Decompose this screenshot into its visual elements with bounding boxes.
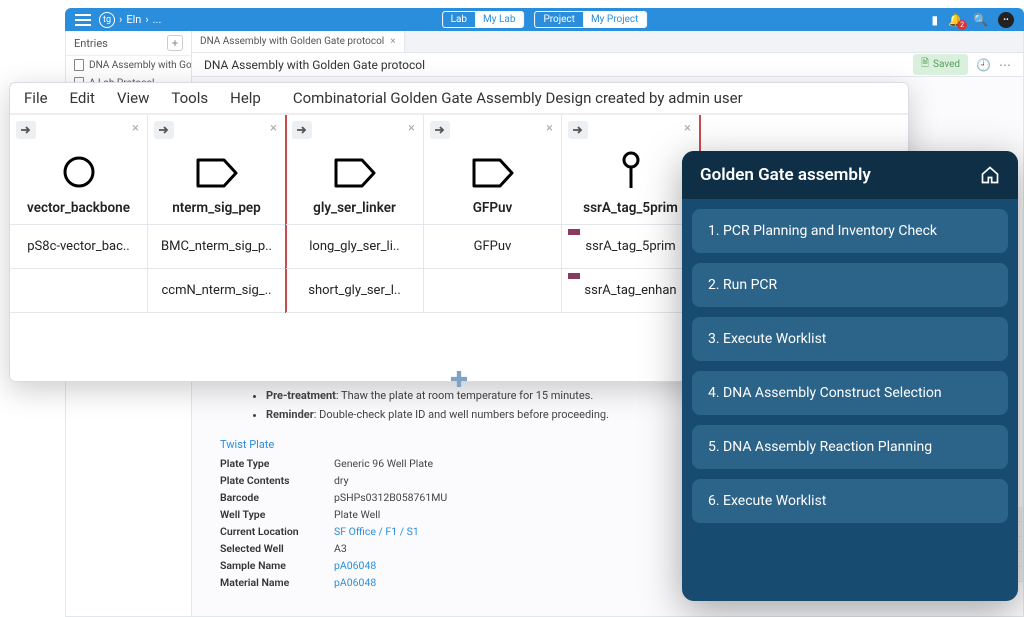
column-label: GFPuv [469, 200, 517, 216]
arrow-icon[interactable] [154, 121, 174, 139]
menu-edit[interactable]: Edit [70, 89, 95, 107]
saved-indicator: 🗎 Saved [913, 54, 968, 75]
add-entry-button[interactable]: + [167, 35, 183, 51]
close-icon[interactable]: × [408, 121, 415, 136]
home-icon[interactable] [980, 165, 1000, 185]
meta-key: Selected Well [220, 542, 320, 555]
project-switcher[interactable]: ProjectMy Project [534, 11, 647, 28]
meta-key: Well Type [220, 508, 320, 521]
workflow-step[interactable]: 5. DNA Assembly Reaction Planning [692, 425, 1008, 469]
design-cell[interactable]: GFPuv [424, 225, 561, 269]
meta-value: Generic 96 Well Plate [334, 457, 433, 470]
workflow-step[interactable]: 4. DNA Assembly Construct Selection [692, 371, 1008, 415]
entry-item[interactable]: DNA Assembly with Golden ... [66, 56, 191, 74]
workflow-step[interactable]: 3. Execute Worklist [692, 317, 1008, 361]
part-shape-icon [332, 156, 378, 190]
menu-tools[interactable]: Tools [171, 89, 208, 107]
workflow-panel: Golden Gate assembly 1. PCR Planning and… [682, 151, 1018, 601]
more-icon[interactable]: ⋯ [999, 58, 1011, 72]
workflow-title: Golden Gate assembly [700, 165, 871, 185]
close-icon[interactable]: × [270, 121, 277, 136]
workflow-step[interactable]: 1. PCR Planning and Inventory Check [692, 209, 1008, 253]
design-title: Combinatorial Golden Gate Assembly Desig… [293, 89, 743, 107]
bookmark-icon[interactable]: ▮ [931, 13, 938, 27]
close-icon[interactable]: × [390, 36, 395, 47]
menu-help[interactable]: Help [230, 89, 261, 107]
part-shape-icon [194, 156, 240, 190]
design-cell[interactable] [424, 269, 561, 313]
tab-strip: DNA Assembly with Golden Gate protocol × [192, 31, 1023, 53]
workflow-step[interactable]: 6. Execute Worklist [692, 479, 1008, 523]
meta-key: Sample Name [220, 559, 320, 572]
design-cell[interactable]: ssrA_tag_enhan [562, 269, 699, 313]
part-shape-icon [470, 156, 516, 190]
column-header: × nterm_sig_pep [148, 115, 285, 225]
document-tab[interactable]: DNA Assembly with Golden Gate protocol × [192, 31, 405, 52]
sidebar-heading: Entries [74, 37, 108, 50]
design-cell[interactable]: pS8c-vector_bac.. [10, 225, 147, 269]
design-cell[interactable] [10, 269, 147, 313]
meta-value: dry [334, 474, 349, 487]
part-shape-icon [61, 154, 97, 190]
column-label: nterm_sig_pep [168, 200, 265, 216]
arrow-icon[interactable] [430, 121, 450, 139]
design-column: × gly_ser_linker long_gly_ser_li..short_gl… [286, 115, 424, 313]
meta-key: Plate Contents [220, 474, 320, 487]
meta-value: A3 [334, 542, 347, 555]
meta-key: Current Location [220, 525, 320, 538]
design-cell[interactable]: short_gly_ser_l.. [286, 269, 423, 313]
meta-key: Plate Type [220, 457, 320, 470]
menu-bar: File Edit View Tools Help Combinatorial … [10, 83, 908, 114]
breadcrumb[interactable]: ›Eln›... [119, 13, 161, 26]
close-icon[interactable]: × [546, 121, 553, 136]
document-header: DNA Assembly with Golden Gate protocol 🗎… [192, 53, 1023, 77]
history-icon[interactable]: 🕘 [976, 58, 991, 72]
column-header: × vector_backbone [10, 115, 147, 225]
design-column: ×ssrA_tag_5primssrA_tag_5primssrA_tag_en… [562, 115, 700, 313]
top-nav: tg ›Eln›... LabMy Lab ProjectMy Project … [65, 8, 1024, 31]
design-cell[interactable]: ssrA_tag_5prim [562, 225, 699, 269]
design-cell[interactable]: ccmN_nterm_sig_.. [148, 269, 285, 313]
meta-key: Material Name [220, 576, 320, 589]
design-cell[interactable]: long_gly_ser_li.. [286, 225, 423, 269]
arrow-icon[interactable] [16, 121, 36, 139]
lab-switcher[interactable]: LabMy Lab [442, 11, 525, 28]
column-label: vector_backbone [23, 200, 134, 216]
search-icon[interactable]: 🔍 [973, 13, 988, 27]
design-column: × nterm_sig_pep BMC_nterm_sig_p..ccmN_nter… [148, 115, 286, 313]
arrow-icon[interactable] [292, 121, 312, 139]
meta-value: pSHPs0312B058761MU [334, 491, 447, 504]
column-header: × gly_ser_linker [286, 115, 423, 225]
document-icon [74, 59, 84, 71]
meta-value: Plate Well [334, 508, 380, 521]
close-icon[interactable]: × [132, 121, 139, 136]
color-swatch [568, 273, 580, 279]
workflow-step[interactable]: 2. Run PCR [692, 263, 1008, 307]
meta-value[interactable]: pA06048 [334, 559, 376, 572]
design-cell[interactable]: BMC_nterm_sig_p.. [148, 225, 285, 269]
menu-file[interactable]: File [24, 89, 48, 107]
column-label: ssrA_tag_5prim [579, 200, 682, 216]
notification-icon[interactable]: 🔔2 [948, 13, 963, 27]
meta-value[interactable]: pA06048 [334, 576, 376, 589]
column-label: gly_ser_linker [309, 200, 400, 216]
column-header: × GFPuv [424, 115, 561, 225]
arrow-icon[interactable] [568, 121, 588, 139]
color-swatch [568, 229, 580, 235]
app-logo[interactable]: tg [99, 12, 115, 28]
column-header: × ssrA_tag_5prim [562, 115, 699, 225]
design-column: × GFPuv GFPuv [424, 115, 562, 313]
add-row-button[interactable]: ✚ [450, 368, 468, 393]
menu-icon[interactable] [75, 14, 91, 26]
design-column: × vector_backbone pS8c-vector_bac.. [10, 115, 148, 313]
avatar[interactable]: •• [998, 12, 1014, 28]
page-title: DNA Assembly with Golden Gate protocol [204, 58, 425, 72]
meta-key: Barcode [220, 491, 320, 504]
part-shape-icon [621, 150, 641, 190]
close-icon[interactable]: × [684, 121, 691, 136]
meta-value[interactable]: SF Office / F1 / S1 [334, 525, 419, 538]
menu-view[interactable]: View [117, 89, 149, 107]
